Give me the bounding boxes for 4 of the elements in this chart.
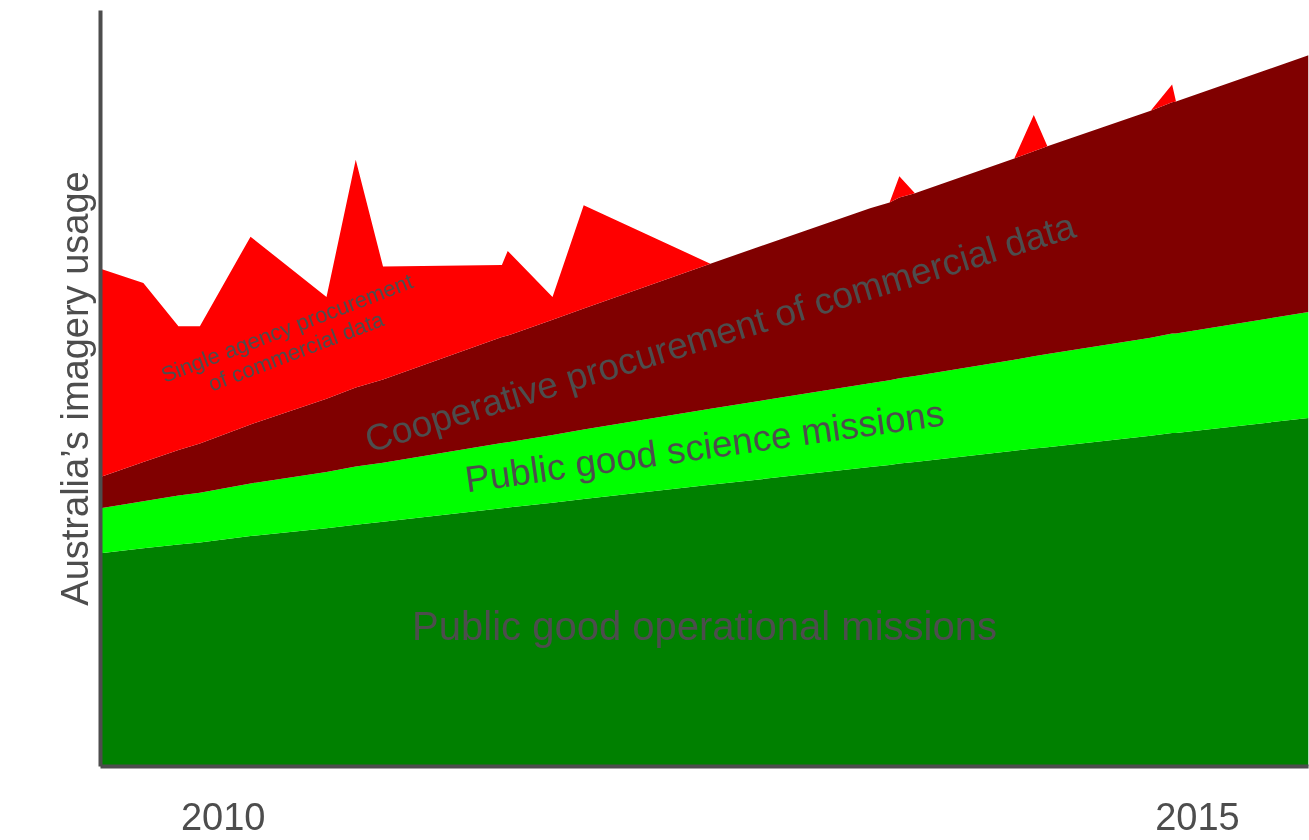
series-label: Public good operational missions bbox=[412, 604, 997, 649]
x-tick-label: 2015 bbox=[1155, 795, 1240, 838]
y-axis-title: Australia’s imagery usage bbox=[53, 171, 96, 606]
x-tick-label: 2010 bbox=[180, 795, 266, 838]
